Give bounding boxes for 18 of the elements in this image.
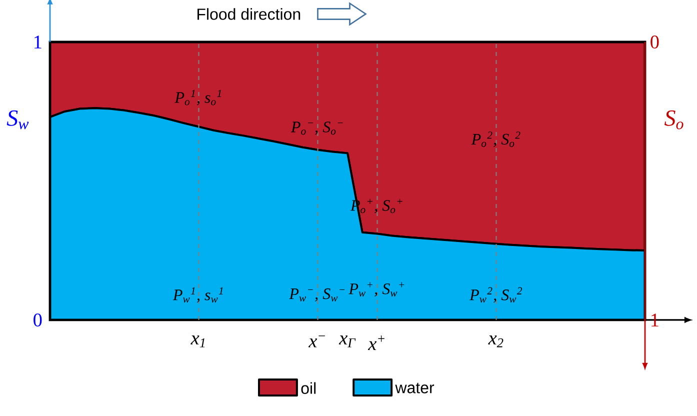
annotation: P$_{o}$$^{−}$, S$_{o}$−: [290, 122, 343, 135]
x-tick-label: x$_{2}$: [488, 336, 504, 348]
annotation: P$_{w}$$^{1}$, s$_{w}$1: [172, 287, 223, 303]
x-tick-label: x$_{Γ}$: [338, 336, 356, 348]
y2-axis-title: S$_{o}$: [664, 110, 684, 130]
annotation: P$_{w}$$^{2}$, S$_{w}$2: [469, 287, 522, 303]
y2-tick-label: 0: [650, 36, 659, 48]
text: Flood direction: [198, 8, 300, 20]
y-axis-title: S$_{w}$: [6, 110, 29, 130]
annotation: P$_{w}$$^{+}$, S$_{w}$+: [348, 282, 404, 297]
annotation: P$_{o}$$^{1}$, s$_{o}$1: [174, 90, 221, 106]
annotation: P$_{o}$$^{2}$, S$_{o}$2: [471, 132, 520, 147]
legend-label: oil: [301, 382, 316, 394]
x-tick-label: x$^{−}$: [308, 336, 325, 348]
x-tick-label: x$_{1}$: [190, 336, 205, 348]
legend-label: water: [395, 382, 434, 394]
annotation: P$_{w}$$^{−}$, S$_{w}$−: [289, 288, 345, 302]
x-tick-label: x$^{+}$: [368, 336, 384, 350]
